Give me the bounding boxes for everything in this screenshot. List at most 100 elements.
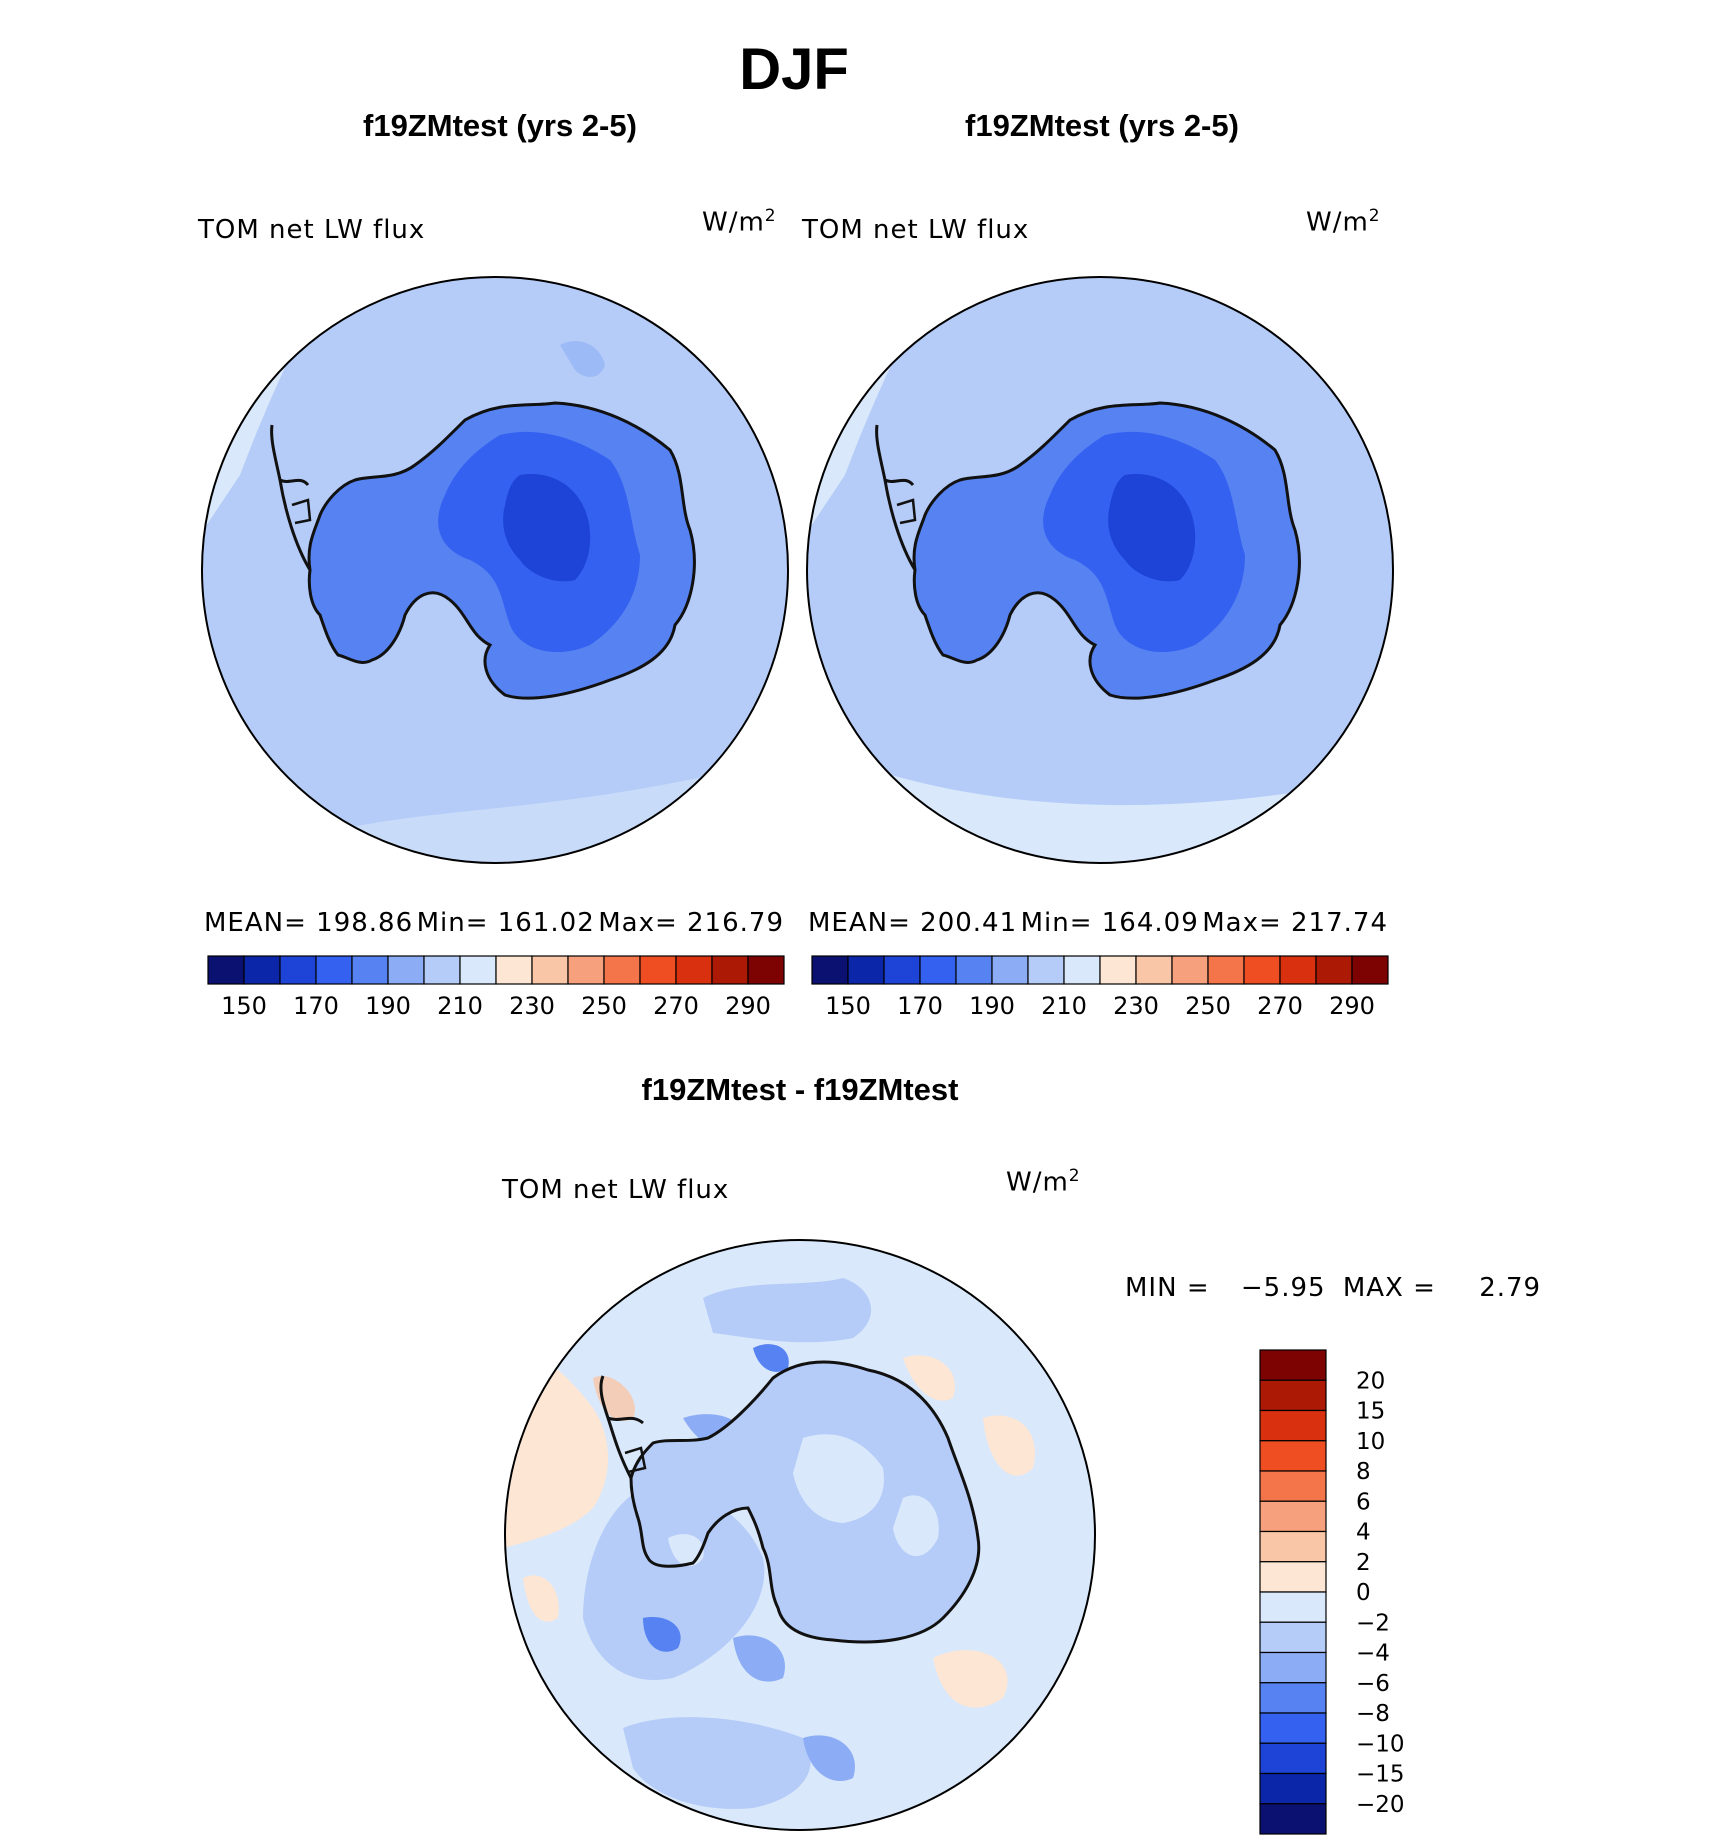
diff-colorbar-tick-label: 20 bbox=[1356, 1368, 1385, 1394]
figure-title: DJF bbox=[739, 37, 849, 102]
panel-1-variable-label: TOM net LW flux bbox=[198, 215, 426, 245]
panel-2-max: Max= 217.74 bbox=[1202, 908, 1388, 938]
diff-colorbar-tick-label: −15 bbox=[1356, 1762, 1405, 1788]
diff-min-label: MIN = bbox=[1125, 1273, 1210, 1303]
panel-2-colorbar-swatch bbox=[883, 955, 921, 985]
diff-colorbar-swatch bbox=[1259, 1772, 1327, 1805]
panel-1-colorbar-swatch bbox=[603, 955, 641, 985]
panel-2-colorbar-swatch bbox=[1243, 955, 1281, 985]
panel-2-colorbar: 150 170 190 210 230 250 270 290 bbox=[811, 955, 1389, 1020]
diff-colorbar-tick-label: 2 bbox=[1356, 1550, 1371, 1576]
panel-1-colorbar: 150 170 190 210 230 250 270 290 bbox=[207, 955, 785, 1020]
diff-colorbar-tick-label: −8 bbox=[1356, 1701, 1390, 1727]
diff-colorbar-tick-label: 4 bbox=[1356, 1520, 1371, 1546]
panel-1-colorbar-tick-label: 150 bbox=[221, 992, 267, 1020]
panel-1-colorbar-swatch bbox=[639, 955, 677, 985]
panel-1-map bbox=[201, 276, 789, 864]
panel-2-colorbar-swatch bbox=[1207, 955, 1245, 985]
diff-colorbar-swatch bbox=[1259, 1561, 1327, 1593]
panel-1-colorbar-swatch bbox=[315, 955, 353, 985]
panel-2-colorbar-swatch bbox=[1135, 955, 1173, 985]
diff-panel-title: f19ZMtest - f19ZMtest bbox=[641, 1072, 959, 1107]
panel-2-colorbar-tick-label: 210 bbox=[1041, 992, 1087, 1020]
panel-1-colorbar-tick-label: 250 bbox=[581, 992, 627, 1020]
panel-1-colorbar-swatch bbox=[459, 955, 497, 985]
panel-2-colorbar-swatch bbox=[1027, 955, 1065, 985]
panel-1-colorbar-tick-label: 190 bbox=[365, 992, 411, 1020]
panel-2-colorbar-tick-label: 190 bbox=[969, 992, 1015, 1020]
panel-1-colorbar-swatch bbox=[423, 955, 461, 985]
diff-colorbar-tick-label: 10 bbox=[1356, 1429, 1385, 1455]
panel-1-units-label: W/m2 bbox=[702, 206, 777, 238]
diff-max-label: MAX = bbox=[1342, 1273, 1436, 1303]
diff-colorbar-tick-label: −2 bbox=[1356, 1610, 1390, 1636]
panel-1-colorbar-swatch bbox=[567, 955, 605, 985]
panel-1-colorbar-tick-label: 210 bbox=[437, 992, 483, 1020]
diff-colorbar-swatch bbox=[1259, 1470, 1327, 1502]
diff-map bbox=[504, 1239, 1096, 1831]
panel-2-colorbar-swatch bbox=[1171, 955, 1209, 985]
diff-colorbar-swatch bbox=[1259, 1500, 1327, 1533]
panel-2-colorbar-swatch bbox=[1351, 955, 1389, 985]
panel-1-stats: MEAN= 198.86 Min= 161.02 Max= 216.79 bbox=[204, 908, 784, 938]
panel-2-colorbar-swatch bbox=[1315, 955, 1353, 985]
panel-2-colorbar-tick-label: 150 bbox=[825, 992, 871, 1020]
diff-units-label: W/m2 bbox=[1006, 1166, 1081, 1198]
panel-2-mean: MEAN= 200.41 bbox=[808, 908, 1018, 938]
panel-2-colorbar-swatch bbox=[1279, 955, 1317, 985]
diff-colorbar-tick-label: −6 bbox=[1356, 1671, 1390, 1697]
panel-1-colorbar-tick-label: 290 bbox=[725, 992, 771, 1020]
panel-2-colorbar-swatch bbox=[919, 955, 957, 985]
panel-2-colorbar-swatch bbox=[955, 955, 993, 985]
diff-min-value: −5.95 bbox=[1240, 1273, 1326, 1303]
diff-colorbar-swatch bbox=[1259, 1682, 1327, 1714]
diff-colorbar-tick-label: −10 bbox=[1356, 1731, 1405, 1757]
diff-colorbar-swatch bbox=[1259, 1803, 1327, 1835]
panel-1-min: Min= 161.02 bbox=[416, 908, 595, 938]
panel-2-colorbar-tick-label: 290 bbox=[1329, 992, 1375, 1020]
panel-1-max: Max= 216.79 bbox=[598, 908, 784, 938]
panel-2-colorbar-tick-label: 230 bbox=[1113, 992, 1159, 1020]
panel-1-title: f19ZMtest (yrs 2-5) bbox=[363, 108, 637, 143]
diff-colorbar-tick-label: −4 bbox=[1356, 1641, 1390, 1667]
panel-1-colorbar-tick-label: 270 bbox=[653, 992, 699, 1020]
diff-colorbar-swatch bbox=[1259, 1591, 1327, 1623]
diff-variable-label: TOM net LW flux bbox=[502, 1175, 730, 1205]
diff-minmax: MIN = −5.95 MAX = 2.79 bbox=[1125, 1273, 1541, 1303]
panel-1-colorbar-tick-label: 230 bbox=[509, 992, 555, 1020]
panel-2-colorbar-swatch bbox=[1099, 955, 1137, 985]
diff-colorbar-swatch bbox=[1259, 1530, 1327, 1563]
panel-1-colorbar-swatch bbox=[531, 955, 569, 985]
panel-2-min: Min= 164.09 bbox=[1020, 908, 1199, 938]
diff-colorbar-tick-label: 8 bbox=[1356, 1459, 1371, 1485]
panel-1-colorbar-swatch bbox=[675, 955, 713, 985]
diff-colorbar-swatch bbox=[1259, 1349, 1327, 1381]
panel-2-colorbar-tick-label: 170 bbox=[897, 992, 943, 1020]
panel-1-colorbar-swatch bbox=[279, 955, 317, 985]
panel-2-colorbar-swatch bbox=[847, 955, 885, 985]
diff-colorbar-swatch bbox=[1259, 1379, 1327, 1412]
panel-2-colorbar-tick-label: 250 bbox=[1185, 992, 1231, 1020]
panel-1-colorbar-swatch bbox=[711, 955, 749, 985]
diff-colorbar-swatch bbox=[1259, 1409, 1327, 1442]
panel-2-variable-label: TOM net LW flux bbox=[802, 215, 1030, 245]
panel-2-colorbar-swatch bbox=[1063, 955, 1101, 985]
diff-colorbar-tick-label: −20 bbox=[1356, 1792, 1405, 1818]
panel-1-mean: MEAN= 198.86 bbox=[204, 908, 414, 938]
diff-colorbar-tick-label: 0 bbox=[1356, 1580, 1371, 1606]
panel-2-units-label: W/m2 bbox=[1306, 206, 1381, 238]
panel-1-colorbar-swatch bbox=[747, 955, 785, 985]
diff-colorbar-tick-label: 6 bbox=[1356, 1489, 1371, 1515]
panel-2-colorbar-swatch bbox=[811, 955, 849, 985]
panel-2-title: f19ZMtest (yrs 2-5) bbox=[965, 108, 1239, 143]
diff-colorbar-swatch bbox=[1259, 1742, 1327, 1775]
panel-1-colorbar-swatch bbox=[243, 955, 281, 985]
diff-colorbar-swatch bbox=[1259, 1712, 1327, 1744]
panel-1-colorbar-swatch bbox=[387, 955, 425, 985]
panel-2-colorbar-tick-label: 270 bbox=[1257, 992, 1303, 1020]
panel-1-colorbar-swatch bbox=[351, 955, 389, 985]
panel-1-colorbar-swatch bbox=[495, 955, 533, 985]
panel-2-colorbar-swatch bbox=[991, 955, 1029, 985]
diff-colorbar-swatch bbox=[1259, 1651, 1327, 1684]
